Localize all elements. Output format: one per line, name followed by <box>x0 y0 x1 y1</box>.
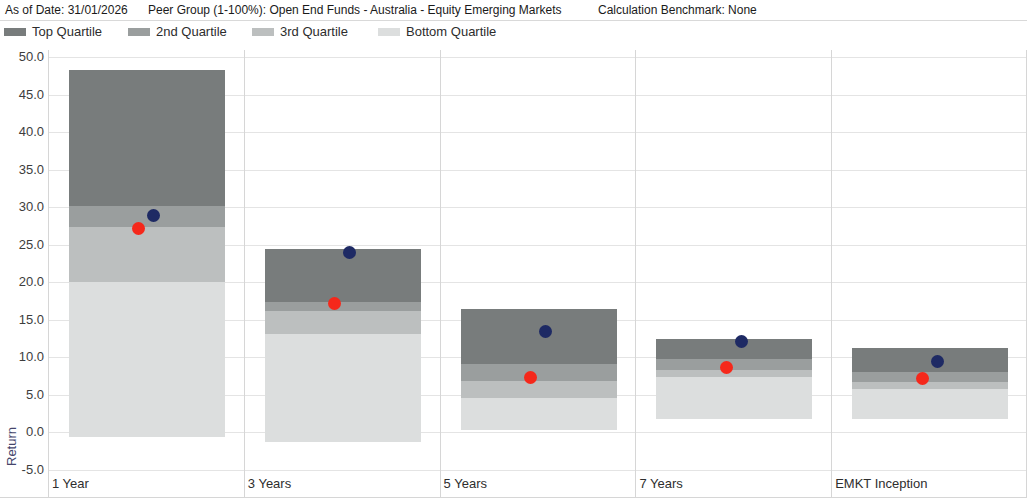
quartile-band-3rd[interactable] <box>656 370 812 378</box>
y-tick-label: 20.0 <box>0 274 44 290</box>
legend-item-label: 3rd Quartile <box>280 24 348 39</box>
legend-item-label: Top Quartile <box>32 24 102 39</box>
quartile-band-bottom[interactable] <box>656 377 812 419</box>
y-tick-label: 15.0 <box>0 312 44 328</box>
legend-item-label: 2nd Quartile <box>156 24 227 39</box>
y-tick-label: 25.0 <box>0 237 44 253</box>
legend-item-label: Bottom Quartile <box>406 24 496 39</box>
marker-dot-red[interactable] <box>720 361 733 374</box>
quartile-band-bottom[interactable] <box>461 398 617 430</box>
marker-dot-navy[interactable] <box>735 335 748 348</box>
chart-settings-header: As of Date: 31/01/2026 Peer Group (1-100… <box>0 0 1027 21</box>
category-divider-line <box>48 50 49 497</box>
category-divider-line <box>244 50 245 497</box>
peer-group-label: Peer Group (1-100%): Open End Funds - Au… <box>148 3 562 17</box>
quartile-band-2nd[interactable] <box>656 359 812 370</box>
x-axis-category-label: EMKT Inception <box>835 476 927 491</box>
marker-dot-navy[interactable] <box>343 246 356 259</box>
y-gridline <box>48 470 1027 471</box>
quartile-band-2nd[interactable] <box>852 372 1008 382</box>
y-tick-label: 50.0 <box>0 49 44 65</box>
y-tick-label: 45.0 <box>0 87 44 103</box>
category-divider-line <box>440 50 441 497</box>
quartile-band-bottom[interactable] <box>265 334 421 442</box>
quartile-band-bottom[interactable] <box>852 389 1008 420</box>
marker-dot-red[interactable] <box>524 371 537 384</box>
category-divider-line <box>635 50 636 497</box>
legend-item-bottom-quartile: Bottom Quartile <box>378 21 496 42</box>
marker-dot-red[interactable] <box>132 222 145 235</box>
y-tick-label: 30.0 <box>0 199 44 215</box>
quartile-band-3rd[interactable] <box>852 382 1008 389</box>
quartile-band-top[interactable] <box>461 309 617 364</box>
quartile-band-3rd[interactable] <box>461 381 617 398</box>
quartile-band-3rd[interactable] <box>265 311 421 334</box>
as-of-date-label: As of Date: 31/01/2026 <box>5 3 128 17</box>
x-axis-category-label: 1 Year <box>52 476 89 491</box>
marker-dot-navy[interactable] <box>539 325 552 338</box>
quartile-range-bar[interactable] <box>461 309 617 430</box>
legend-item-2nd-quartile: 2nd Quartile <box>128 21 227 42</box>
legend-item-top-quartile: Top Quartile <box>4 21 102 42</box>
quartile-band-2nd[interactable] <box>265 302 421 311</box>
y-tick-label: 40.0 <box>0 124 44 140</box>
marker-dot-red[interactable] <box>916 372 929 385</box>
quartile-legend: Top Quartile 2nd Quartile 3rd Quartile B… <box>0 21 1027 42</box>
peer-group-quartile-chart: 50.045.040.035.030.025.020.015.010.05.00… <box>0 42 1027 499</box>
quartile-range-bar[interactable] <box>656 339 812 419</box>
y-tick-label: 5.0 <box>0 387 44 403</box>
x-axis-category-label: 5 Years <box>444 476 487 491</box>
y-axis-title: Return <box>4 427 19 466</box>
category-divider-line <box>1026 50 1027 497</box>
calculation-benchmark-label: Calculation Benchmark: None <box>598 3 757 17</box>
legend-item-3rd-quartile: 3rd Quartile <box>252 21 348 42</box>
y-tick-label: 10.0 <box>0 349 44 365</box>
quartile-band-top[interactable] <box>69 70 225 206</box>
quartile-band-3rd[interactable] <box>69 227 225 283</box>
chart-bottom-border <box>0 497 1027 498</box>
quartile-band-2nd[interactable] <box>461 364 617 381</box>
x-axis-category-label: 3 Years <box>248 476 291 491</box>
quartile-band-bottom[interactable] <box>69 282 225 437</box>
top-quartile-swatch-icon <box>4 28 26 36</box>
x-axis-category-label: 7 Years <box>639 476 682 491</box>
quartile-band-top[interactable] <box>265 249 421 302</box>
quartile-range-bar[interactable] <box>69 70 225 437</box>
y-tick-label: 35.0 <box>0 162 44 178</box>
quartile-range-bar[interactable] <box>852 348 1008 419</box>
2nd-quartile-swatch-icon <box>128 28 150 36</box>
category-divider-line <box>831 50 832 497</box>
marker-dot-navy[interactable] <box>931 355 944 368</box>
3rd-quartile-swatch-icon <box>252 28 274 36</box>
quartile-range-bar[interactable] <box>265 249 421 442</box>
bottom-quartile-swatch-icon <box>378 28 400 36</box>
y-gridline <box>48 57 1027 58</box>
